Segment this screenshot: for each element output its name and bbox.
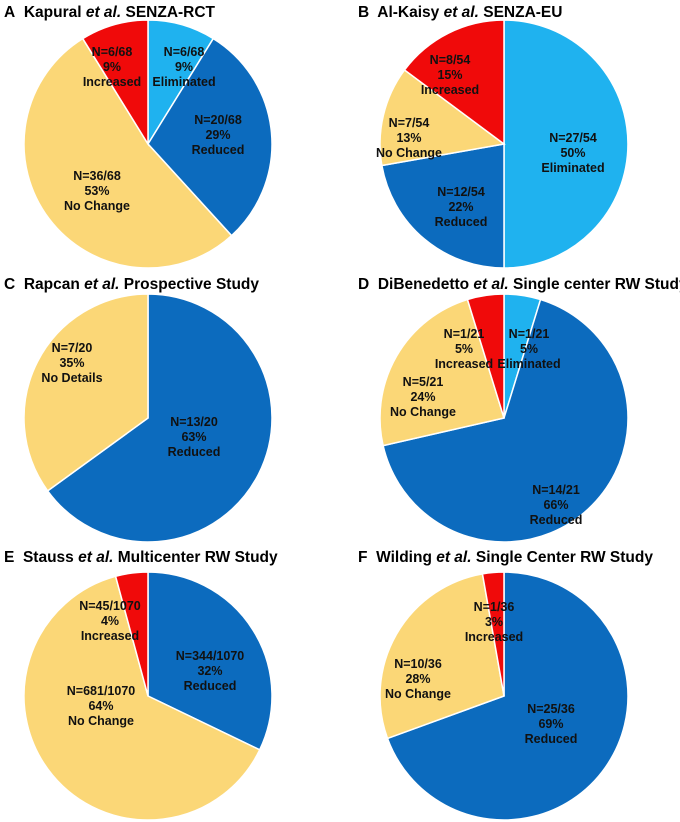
pie-d-slice-increased (466, 293, 505, 419)
pie-e-label-no-change: N=681/1070 64% No Change (67, 684, 136, 728)
pie-b-label-eliminated: N=27/54 50% Eliminated (541, 131, 604, 175)
pie-f-slice-no-change (379, 573, 505, 740)
pie-e-label-reduced: N=344/1070 32% Reduced (176, 649, 245, 693)
pie-f-label-increased: N=1/36 3% Increased (465, 600, 523, 644)
pie-b: N=27/54 50% Eliminated N=12/54 22% Reduced N=7… (376, 19, 629, 269)
panel-e-title: E Stauss et al. Multicenter RW Study (4, 549, 278, 566)
pie-f-slice-reduced (386, 571, 629, 821)
pie-d: N=1/21 5% Eliminated N=14/21 66% Reduced N=5/2… (379, 293, 629, 543)
pie-b-slice-reduced (381, 143, 505, 269)
pie-c-label-reduced: N=13/20 63% Reduced (168, 415, 221, 459)
pie-a-label-increased: N=6/68 9% Increased (83, 45, 141, 89)
pie-d-label-increased: N=1/21 5% Increased (435, 327, 493, 371)
pie-b-label-no-change: N=7/54 13% No Change (376, 116, 442, 160)
pie-d-slice-no-change (379, 298, 505, 447)
panel-d-title: D DiBenedetto et al. Single center RW St… (358, 276, 680, 293)
panel-c-title: C Rapcan et al. Prospective Study (4, 276, 260, 293)
pie-c: N=13/20 63% Reduced N=7/20 35% No Details (23, 293, 273, 543)
pie-a-label-eliminated: N=6/68 9% Eliminated (152, 45, 215, 89)
pie-b-slice-increased (403, 19, 505, 146)
pie-c-slice-no-details (23, 293, 149, 492)
pie-d-label-reduced: N=14/21 66% Reduced (530, 483, 583, 527)
pie-d-label-eliminated: N=1/21 5% Eliminated (497, 327, 560, 371)
panel-b-title: B Al-Kaisy et al. SENZA-EU (358, 4, 563, 21)
pie-c-slice-reduced (46, 293, 273, 543)
pie-e-label-increased: N=45/1070 4% Increased (79, 599, 141, 643)
pie-a-label-reduced: N=20/68 29% Reduced (192, 113, 245, 157)
panel-a-title: A Kapural et al. SENZA-RCT (4, 4, 216, 21)
pie-e-slice-increased (114, 571, 149, 697)
pie-f-label-no-change: N=10/36 28% No Change (385, 657, 451, 701)
pie-b-slice-eliminated (503, 19, 629, 269)
panel-f-title: F Wilding et al. Single Center RW Study (358, 549, 653, 566)
pie-b-label-increased: N=8/54 15% Increased (421, 53, 479, 97)
pie-a-slice-increased (81, 19, 149, 147)
pie-b-label-reduced: N=12/54 22% Reduced (435, 185, 488, 229)
pie-e-slice-no-change (23, 575, 261, 821)
pie-f-label-reduced: N=25/36 69% Reduced (525, 702, 578, 746)
pie-a-slice-no-change (23, 37, 233, 269)
pie-b-slice-no-change (379, 68, 506, 167)
pie-e-slice-reduced (147, 571, 273, 751)
pie-d-slice-reduced (382, 298, 629, 543)
pie-a-label-no-change: N=36/68 53% No Change (64, 169, 130, 213)
pie-d-label-no-change: N=5/21 24% No Change (390, 375, 456, 419)
pie-e: N=344/1070 32% Reduced N=681/1070 64% No Chan… (23, 571, 273, 821)
pie-a: N=6/68 9% Eliminated N=20/68 29% Reduced N=36/… (23, 19, 273, 269)
pie-c-label-no-details: N=7/20 35% No Details (41, 341, 102, 385)
pie-a-slice-reduced (147, 37, 273, 237)
pie-f-slice-increased (481, 571, 505, 697)
pie-f: N=25/36 69% Reduced N=10/36 28% No Change N=1/… (379, 571, 629, 821)
